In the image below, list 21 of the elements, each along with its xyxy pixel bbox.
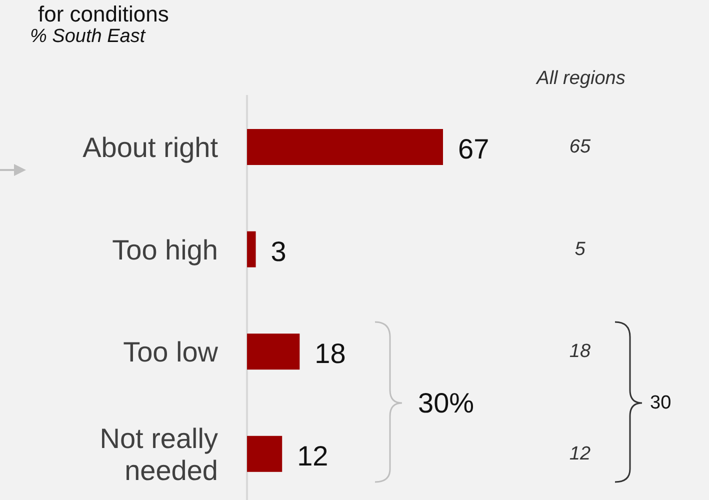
text: % South East — [30, 26, 146, 47]
annotation: 30% — [418, 388, 474, 418]
text: 12 — [569, 443, 591, 464]
data-label: 18 — [314, 338, 346, 370]
text: 18 — [569, 341, 591, 362]
text: 5 — [574, 238, 586, 260]
data-label: 3 — [270, 236, 286, 267]
bar — [247, 334, 300, 370]
data-label: 67 — [458, 134, 490, 164]
text: 65 — [569, 136, 591, 158]
y-tick-label: About right — [82, 132, 218, 162]
y-tick-label: Too high — [112, 234, 218, 265]
text: 30 — [650, 392, 672, 414]
y-tick-label: Not really needed — [100, 422, 218, 486]
bar — [247, 436, 282, 472]
bar — [247, 129, 443, 165]
bar — [247, 231, 256, 268]
text: All regions — [536, 68, 626, 89]
chart-title: for conditions — [38, 2, 169, 26]
y-tick-label: Too low — [123, 336, 219, 368]
data-label: 12 — [297, 440, 328, 472]
